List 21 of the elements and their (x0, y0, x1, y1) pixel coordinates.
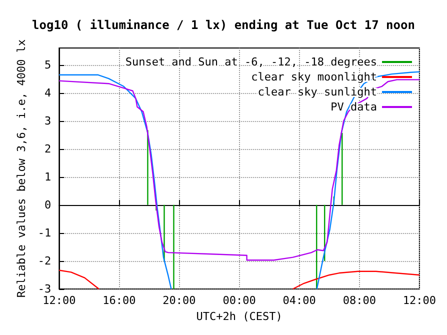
chart-title: log10 ( illuminance / 1 lx) ending at Tue Oct 17 noon (32, 18, 415, 32)
legend-label: clear sky moonlight (251, 70, 377, 84)
legend-label: Sunset and Sun at -6, -12, -18 degrees (125, 56, 377, 68)
x-axis-title: UTC+2h (CEST) (196, 310, 282, 323)
x-tick-label: 08:00 (342, 294, 376, 307)
y-tick-label: 2 (44, 142, 52, 156)
y-tick-label: 3 (44, 114, 52, 128)
x-tick-label: 00:00 (222, 294, 256, 307)
x-tick-label: 20:00 (162, 294, 196, 307)
y-tick-label: 4 (44, 86, 52, 100)
y-axis-title: Reliable values below 3,6, i.e, 4000 lx (15, 38, 28, 298)
x-tick-label: 12:00 (402, 294, 436, 307)
y-tick-label: -3 (38, 282, 52, 296)
x-tick-label: 16:00 (102, 294, 136, 307)
x-tick-label: 04:00 (282, 294, 316, 307)
y-tick-label: 0 (44, 198, 52, 212)
y-tick-label: -2 (38, 254, 52, 268)
y-tick-label: 1 (44, 170, 52, 184)
x-tick-label: 12:00 (42, 294, 76, 307)
y-tick-label: -1 (38, 226, 52, 240)
y-tick-label: 5 (44, 58, 52, 72)
